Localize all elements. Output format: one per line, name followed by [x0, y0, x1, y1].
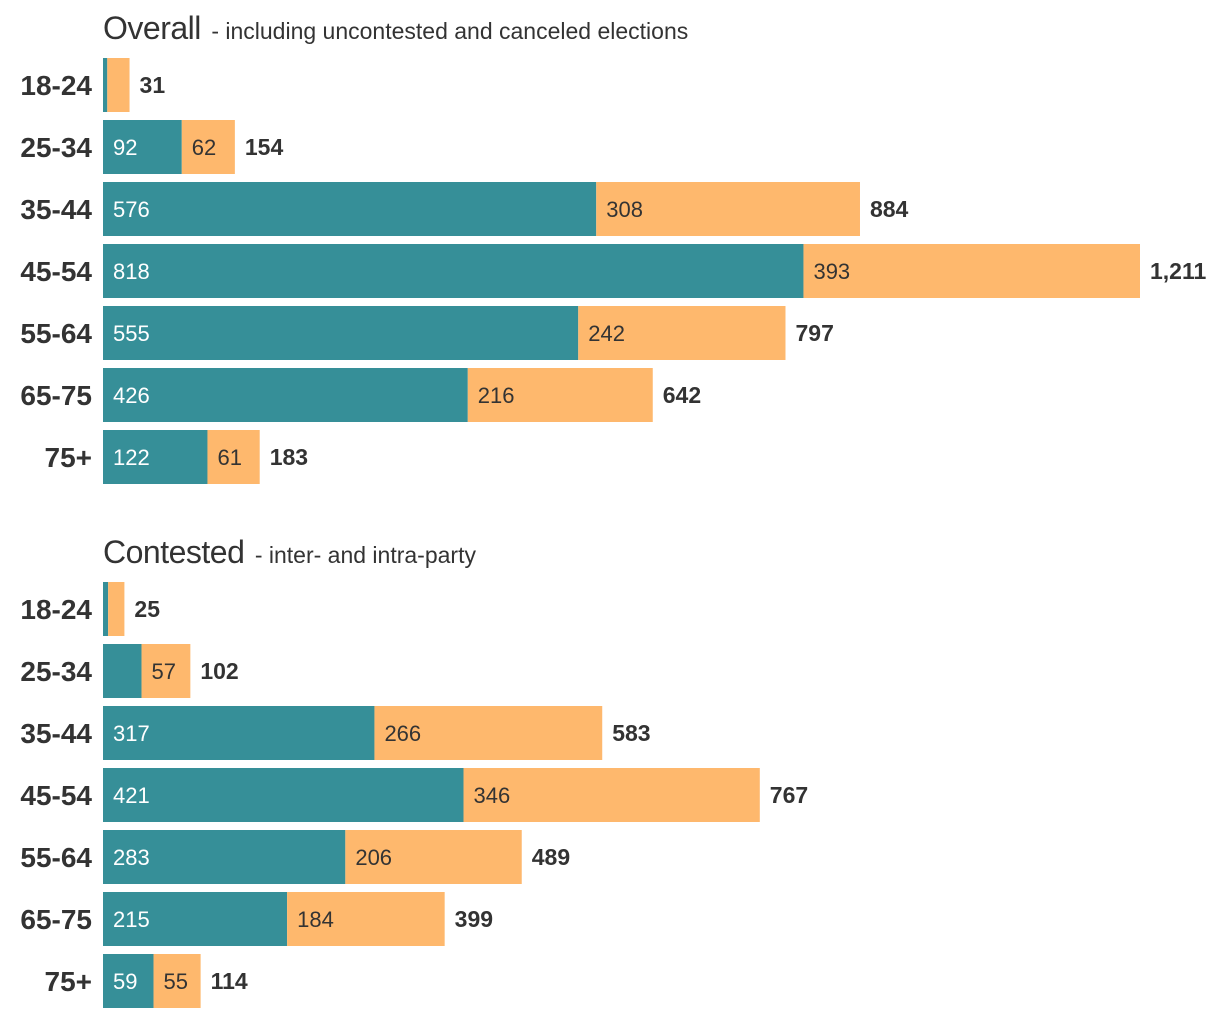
overall-bar-label-65-75-series_a: 426 [113, 383, 150, 408]
overall-category-label-18-24: 18-24 [20, 70, 92, 101]
contested-title-subtitle: - inter- and intra-party [255, 542, 477, 568]
contested-bar-label-45-54-series_a: 421 [113, 783, 150, 808]
contested-category-label-35-44: 35-44 [20, 718, 92, 749]
contested-total-label-75plus: 114 [211, 968, 248, 994]
contested-category-label-45-54: 45-54 [20, 780, 92, 811]
contested-bar-25-34-series_b [141, 644, 191, 698]
contested-bar-75plus-series_a [103, 954, 154, 1008]
contested-total-label-18-24: 25 [134, 596, 160, 622]
contested-bar-55-64-series_a [103, 830, 346, 884]
overall-bar-18-24-series_a [103, 58, 108, 112]
overall-bar-75plus-series_b [207, 430, 260, 484]
overall-category-label-75plus: 75+ [45, 442, 93, 473]
overall-bar-25-34-series_a [103, 120, 182, 174]
overall-bar-label-25-34-series_b: 62 [192, 135, 216, 160]
contested-bar-label-75plus-series_b: 55 [164, 969, 188, 994]
overall-bar-label-25-34-series_a: 92 [113, 135, 137, 160]
overall-bars: 18-24 31 25-34 92 62 154 35-44 576 308 884 45-54 81… [20, 58, 1206, 484]
overall-category-label-25-34: 25-34 [20, 132, 92, 163]
contested-total-label-35-44: 583 [612, 720, 650, 746]
overall-bar-55-64-series_b [578, 306, 786, 360]
overall-bar-18-24-series_b [107, 58, 130, 112]
contested-bar-65-75-series_a [103, 892, 288, 946]
overall-total-label-65-75: 642 [663, 382, 701, 408]
contested-bar-label-75plus-series_a: 59 [113, 969, 137, 994]
contested-category-label-65-75: 65-75 [20, 904, 92, 935]
overall-bar-label-45-54-series_b: 393 [813, 259, 850, 284]
overall-bar-75plus-series_a [103, 430, 208, 484]
contested-bar-label-35-44-series_a: 317 [113, 721, 150, 746]
contested-bar-18-24-series_a [103, 582, 109, 636]
contested-bar-55-64-series_b [345, 830, 522, 884]
contested-total-label-55-64: 489 [532, 844, 570, 870]
overall-bar-label-35-44-series_a: 576 [113, 197, 150, 222]
overall-bar-label-55-64-series_b: 242 [588, 321, 625, 346]
contested-bar-label-55-64-series_a: 283 [113, 845, 150, 870]
overall-bar-65-75-series_a [103, 368, 468, 422]
overall-total-label-35-44: 884 [870, 196, 909, 222]
overall-total-label-55-64: 797 [795, 320, 833, 346]
contested-bar-35-44-series_b [374, 706, 603, 760]
contested-bar-45-54-series_a [103, 768, 464, 822]
overall-total-label-45-54: 1,211 [1150, 258, 1206, 284]
overall-category-label-45-54: 45-54 [20, 256, 92, 287]
contested-bar-45-54-series_b [463, 768, 760, 822]
contested-total-label-65-75: 399 [455, 906, 493, 932]
overall-title-subtitle: - including uncontested and canceled ele… [211, 18, 688, 44]
contested-total-label-25-34: 102 [200, 658, 238, 684]
overall-bar-65-75-series_b [467, 368, 653, 422]
contested-bar-18-24-series_b [108, 582, 125, 636]
overall-category-label-55-64: 55-64 [20, 318, 92, 349]
overall-bar-label-45-54-series_a: 818 [113, 259, 150, 284]
overall-bar-label-55-64-series_a: 555 [113, 321, 150, 346]
overall-bar-55-64-series_a [103, 306, 579, 360]
contested-total-label-45-54: 767 [770, 782, 808, 808]
overall-total-label-25-34: 154 [245, 134, 284, 160]
overall-bar-35-44-series_a [103, 182, 597, 236]
contested-bar-35-44-series_a [103, 706, 375, 760]
overall-bar-label-75plus-series_a: 122 [113, 445, 150, 470]
contested-bars: 18-24 25 25-34 57 102 35-44 317 266 583 45-54 421 3… [20, 582, 808, 1008]
contested-title-main: Contested [103, 534, 244, 570]
overall-panel: Overall - including uncontested and canc… [20, 10, 1206, 484]
contested-bar-25-34-series_a [103, 644, 142, 698]
contested-category-label-25-34: 25-34 [20, 656, 92, 687]
contested-bar-label-55-64-series_b: 206 [355, 845, 392, 870]
contested-category-label-75plus: 75+ [45, 966, 93, 997]
overall-bar-25-34-series_b [181, 120, 235, 174]
overall-category-label-35-44: 35-44 [20, 194, 92, 225]
contested-category-label-18-24: 18-24 [20, 594, 92, 625]
contested-bar-65-75-series_b [287, 892, 445, 946]
contested-bar-75plus-series_b [153, 954, 201, 1008]
overall-title: Overall - including uncontested and canc… [103, 10, 688, 46]
contested-bar-label-45-54-series_b: 346 [474, 783, 511, 808]
contested-bar-label-35-44-series_b: 266 [384, 721, 421, 746]
overall-bar-35-44-series_b [596, 182, 860, 236]
overall-category-label-65-75: 65-75 [20, 380, 92, 411]
contested-bar-label-65-75-series_b: 184 [297, 907, 334, 932]
contested-panel: Contested - inter- and intra-party 18-24… [20, 534, 808, 1008]
overall-total-label-18-24: 31 [140, 72, 166, 98]
overall-title-main: Overall [103, 10, 201, 46]
overall-bar-45-54-series_a [103, 244, 804, 298]
contested-title: Contested - inter- and intra-party [103, 534, 476, 570]
overall-total-label-75plus: 183 [270, 444, 308, 470]
contested-bar-label-65-75-series_a: 215 [113, 907, 150, 932]
overall-bar-label-35-44-series_b: 308 [606, 197, 643, 222]
contested-bar-label-25-34-series_b: 57 [152, 659, 176, 684]
overall-bar-label-75plus-series_b: 61 [217, 445, 241, 470]
overall-bar-label-65-75-series_b: 216 [478, 383, 515, 408]
overall-bar-45-54-series_b [803, 244, 1140, 298]
contested-category-label-55-64: 55-64 [20, 842, 92, 873]
